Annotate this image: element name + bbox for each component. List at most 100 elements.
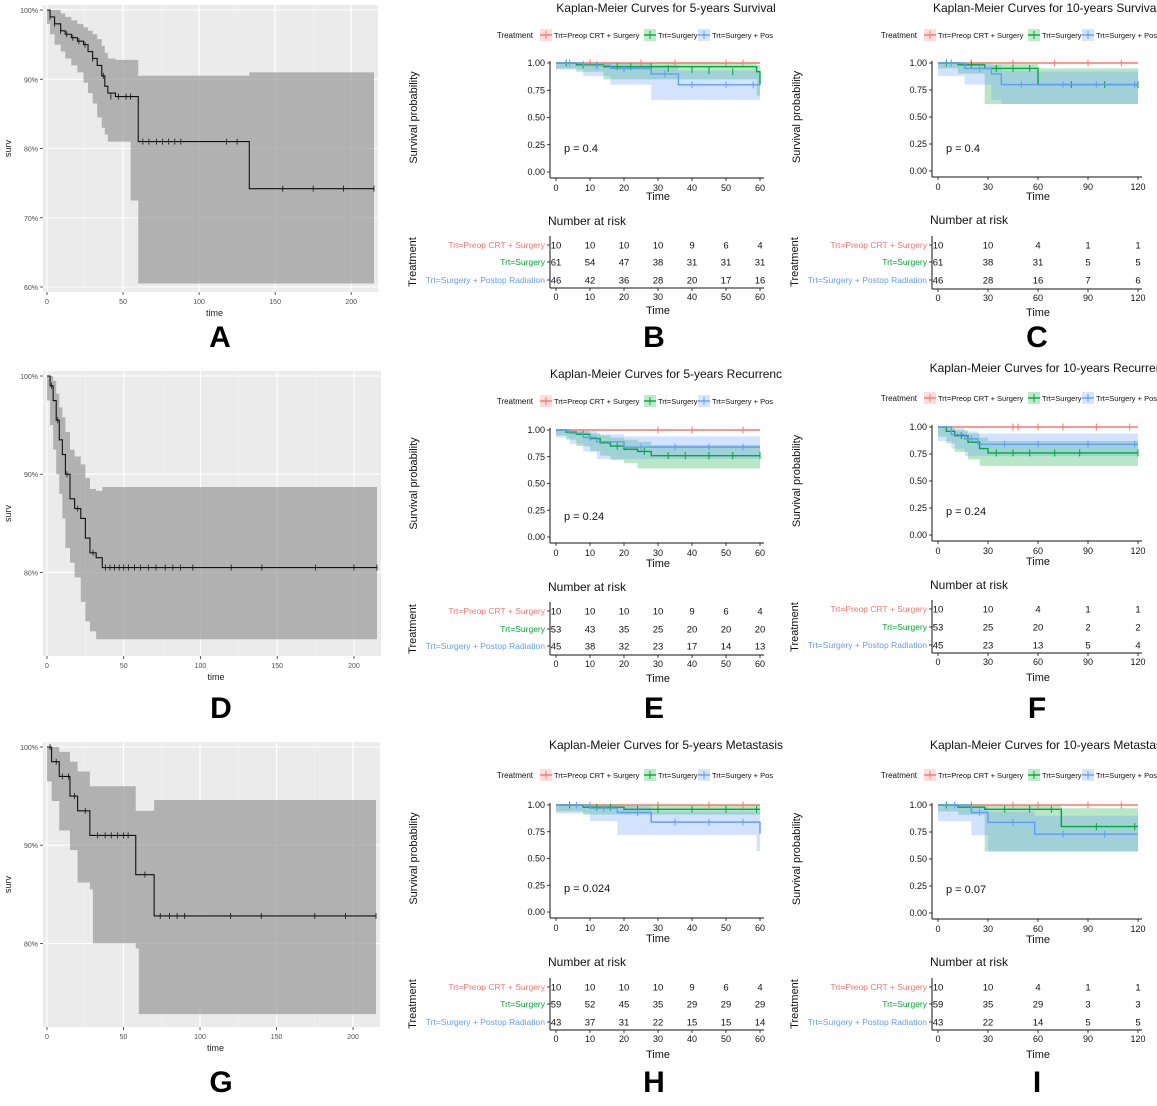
panel-H: Kaplan-Meier Curves for 5-years Metastas… — [407, 738, 783, 1099]
risk-tick-label-x: 50 — [721, 292, 731, 302]
survival-curve — [47, 746, 376, 917]
survival-curve — [556, 62, 760, 86]
risk-tick-label-x: 120 — [1130, 657, 1145, 667]
risk-value: 31 — [721, 258, 732, 269]
tick-label-x: 90 — [1083, 924, 1093, 934]
panel-letter: G — [209, 1066, 232, 1099]
tick-label-y: 100% — [20, 745, 38, 752]
x-axis-label: Time — [1026, 934, 1050, 946]
risk-tick-label-x: 0 — [935, 1034, 940, 1044]
tick-label-x: 30 — [653, 183, 663, 193]
legend-label: Trt=Surgery + Pos — [712, 31, 773, 40]
risk-tick-label-x: 30 — [983, 293, 993, 303]
risk-tick-label-x: 0 — [553, 292, 558, 302]
tick-label-y: 90% — [24, 472, 38, 479]
legend-title: Treatment — [881, 771, 918, 780]
risk-table-title: Number at risk — [548, 214, 627, 228]
risk-tick-label-x: 40 — [687, 659, 697, 669]
risk-table-title: Number at risk — [930, 578, 1009, 592]
panel-letter: A — [209, 321, 231, 354]
risk-value: 20 — [687, 625, 698, 636]
risk-value: 15 — [721, 1018, 732, 1029]
p-value: p = 0.24 — [946, 506, 986, 518]
risk-value: 29 — [1033, 1000, 1044, 1011]
risk-value: 36 — [619, 276, 630, 287]
tick-label-x: 40 — [687, 548, 697, 558]
panel-letter: H — [643, 1066, 665, 1099]
tick-label-x: 150 — [269, 299, 281, 306]
tick-label-x: 60 — [755, 548, 765, 558]
legend: Treatment Trt=Preop CRT + Surgery Trt=Surg… — [497, 395, 773, 407]
risk-value: 5 — [1085, 258, 1090, 269]
risk-value: 43 — [933, 1018, 944, 1029]
risk-y-axis-label: Treatment — [789, 602, 801, 652]
tick-label-y: 0.75 — [527, 85, 545, 95]
risk-tick-label-x: 30 — [653, 659, 663, 669]
risk-value: 10 — [983, 983, 994, 994]
risk-value: 28 — [653, 276, 664, 287]
risk-row-label: Trt=Preop CRT + Surgery — [830, 240, 927, 250]
risk-value: 1 — [1085, 241, 1090, 252]
risk-value: 22 — [983, 1018, 994, 1029]
tick-label-y: 90% — [24, 77, 38, 84]
tick-label-y: 1.00 — [527, 58, 545, 68]
tick-label-y: 1.00 — [527, 800, 545, 810]
risk-value: 31 — [687, 258, 698, 269]
risk-value: 10 — [619, 607, 630, 618]
tick-label-y: 1.00 — [909, 58, 927, 68]
survival-curve — [938, 804, 1138, 835]
tick-label-x: 0 — [553, 548, 558, 558]
panel-letter: D — [210, 692, 232, 725]
risk-value: 14 — [755, 1018, 766, 1029]
tick-label-x: 0 — [553, 923, 558, 933]
risk-row-label: Trt=Surgery + Postop Radiation — [808, 275, 927, 285]
risk-value: 23 — [983, 641, 994, 652]
risk-x-axis-label: Time — [646, 305, 670, 317]
risk-value: 43 — [551, 1018, 562, 1029]
y-axis-label: Survival probability — [791, 434, 803, 527]
legend-label: Trt=Surgery + Pos — [1096, 31, 1157, 40]
risk-value: 42 — [585, 276, 596, 287]
risk-value: 10 — [983, 605, 994, 616]
tick-label-y: 0.25 — [527, 880, 545, 890]
risk-table-title: Number at risk — [930, 955, 1009, 969]
risk-value: 4 — [1035, 605, 1040, 616]
tick-label-x: 20 — [619, 548, 629, 558]
tick-label-x: 100 — [194, 1034, 206, 1041]
tick-label-x: 100 — [195, 663, 207, 670]
legend-title: Treatment — [497, 771, 534, 780]
legend-label: Trt=Preop CRT + Surgery — [554, 397, 640, 406]
tick-label-x: 150 — [271, 1034, 283, 1041]
risk-value: 4 — [1035, 983, 1040, 994]
risk-tick-label-x: 60 — [1033, 1034, 1043, 1044]
tick-label-x: 0 — [935, 924, 940, 934]
tick-label-y: 0.50 — [527, 479, 545, 489]
risk-tick-label-x: 40 — [687, 292, 697, 302]
risk-value: 45 — [933, 641, 944, 652]
tick-label-y: 0.50 — [909, 112, 927, 122]
risk-value: 31 — [1033, 258, 1044, 269]
risk-value: 3 — [1085, 1000, 1090, 1011]
risk-value: 45 — [551, 642, 562, 653]
tick-label-y: 0.25 — [909, 139, 927, 149]
risk-tick-label-x: 20 — [619, 659, 629, 669]
risk-tick-label-x: 60 — [1033, 657, 1043, 667]
risk-tick-label-x: 90 — [1083, 293, 1093, 303]
y-axis-label: surv — [3, 876, 13, 894]
risk-tick-label-x: 10 — [585, 659, 595, 669]
risk-value: 3 — [1135, 1000, 1140, 1011]
risk-value: 45 — [619, 1000, 630, 1011]
chart-title: Kaplan-Meier Curves for 10-years Recurre… — [930, 361, 1157, 375]
risk-tick-label-x: 60 — [755, 292, 765, 302]
risk-y-axis-label: Treatment — [407, 979, 419, 1029]
tick-label-x: 50 — [721, 548, 731, 558]
tick-label-y: 0.75 — [527, 452, 545, 462]
risk-value: 1 — [1085, 605, 1090, 616]
tick-label-y: 1.00 — [909, 800, 927, 810]
tick-label-y: 1.00 — [527, 425, 545, 435]
panel-B: Kaplan-Meier Curves for 5-years Survival… — [407, 1, 776, 354]
risk-value: 9 — [689, 607, 694, 618]
risk-value: 10 — [585, 983, 596, 994]
